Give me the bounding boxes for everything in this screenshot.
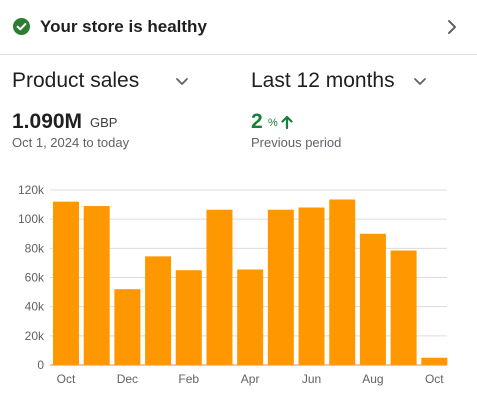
chart-bar xyxy=(237,269,264,365)
change-percent-unit: % xyxy=(268,117,278,129)
metric-dropdown-label: Product sales xyxy=(12,69,140,92)
chart-bar xyxy=(267,209,294,365)
chart-bar xyxy=(390,250,417,365)
x-axis-tick-label: Feb xyxy=(178,372,199,386)
chart-bar xyxy=(329,199,356,365)
chart-bar xyxy=(114,289,141,365)
store-health-title: Your store is healthy xyxy=(40,17,207,36)
chart-bar xyxy=(53,201,79,365)
period-dropdown-label: Last 12 months xyxy=(251,69,395,92)
x-axis-tick-label: Apr xyxy=(241,372,260,386)
arrow-up-icon xyxy=(280,114,294,135)
y-axis-tick-label: 0 xyxy=(37,358,44,372)
y-axis-tick-label: 80k xyxy=(25,241,45,255)
check-circle-icon xyxy=(13,18,30,35)
comparison-period-label: Previous period xyxy=(251,135,342,150)
x-axis-tick-label: Dec xyxy=(117,372,138,386)
chart-bar xyxy=(83,206,110,365)
x-axis-tick-label: Jun xyxy=(302,372,321,386)
sales-bar-chart: 0 20k 40k 60k 80k 100k 120k Oct Dec Feb Apr Jun Aug O… xyxy=(18,183,448,386)
chart-bar xyxy=(206,209,233,365)
chevron-down-icon xyxy=(175,74,189,92)
y-axis-tick-label: 40k xyxy=(25,300,45,314)
period-dropdown[interactable]: Last 12 months xyxy=(251,66,451,96)
y-axis-tick-label: 120k xyxy=(18,183,45,197)
change-percent-value: 2 xyxy=(251,110,263,133)
y-axis-tick-label: 20k xyxy=(25,329,45,343)
chevron-down-icon xyxy=(413,74,427,92)
chart-bar xyxy=(175,270,202,365)
chart-bar xyxy=(298,207,325,365)
x-axis-tick-label: Oct xyxy=(425,372,444,386)
chart-bar xyxy=(145,256,172,365)
x-axis-tick-label: Aug xyxy=(362,372,383,386)
store-health-banner[interactable]: Your store is healthy xyxy=(0,0,477,55)
total-sales-value: 1.090M xyxy=(12,110,83,133)
x-axis-tick-label: Oct xyxy=(57,372,76,386)
date-range-label: Oct 1, 2024 to today xyxy=(12,135,130,150)
y-axis-tick-label: 100k xyxy=(18,212,45,226)
y-axis-tick-label: 60k xyxy=(25,271,45,285)
metric-dropdown[interactable]: Product sales xyxy=(12,66,212,96)
chevron-right-icon[interactable] xyxy=(444,17,460,37)
currency-label: GBP xyxy=(90,115,118,130)
chart-bar xyxy=(359,233,386,365)
chart-bar xyxy=(421,357,448,365)
